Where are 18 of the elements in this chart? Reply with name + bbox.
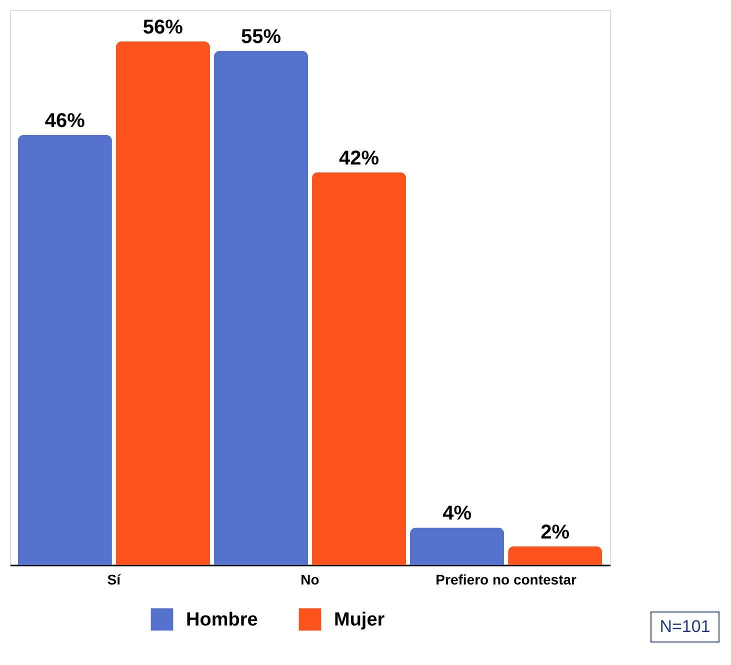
data-label: 42%	[339, 147, 380, 170]
x-tick-label: Sí	[107, 572, 122, 588]
data-label: 46%	[44, 110, 86, 132]
bar	[18, 134, 112, 565]
data-label: 56%	[142, 16, 184, 38]
x-tick-label: No	[300, 572, 320, 588]
bar	[508, 546, 602, 565]
text: N=101	[660, 617, 710, 636]
bar	[410, 528, 504, 565]
bar	[312, 172, 406, 565]
bar	[116, 41, 210, 565]
legend-label: Hombre	[186, 609, 258, 630]
x-tick-label: Prefiero no contestar	[436, 572, 578, 588]
data-label: 2%	[540, 521, 570, 544]
legend-label: Mujer	[334, 609, 386, 630]
bar	[214, 50, 308, 565]
data-label: 55%	[240, 26, 282, 48]
data-label: 4%	[442, 502, 472, 525]
